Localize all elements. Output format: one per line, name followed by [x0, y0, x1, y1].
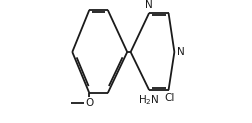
Text: H$_2$N: H$_2$N	[137, 93, 159, 107]
Text: N: N	[176, 47, 184, 57]
Text: Cl: Cl	[163, 93, 174, 103]
Text: N: N	[145, 0, 152, 10]
Text: O: O	[85, 98, 93, 108]
